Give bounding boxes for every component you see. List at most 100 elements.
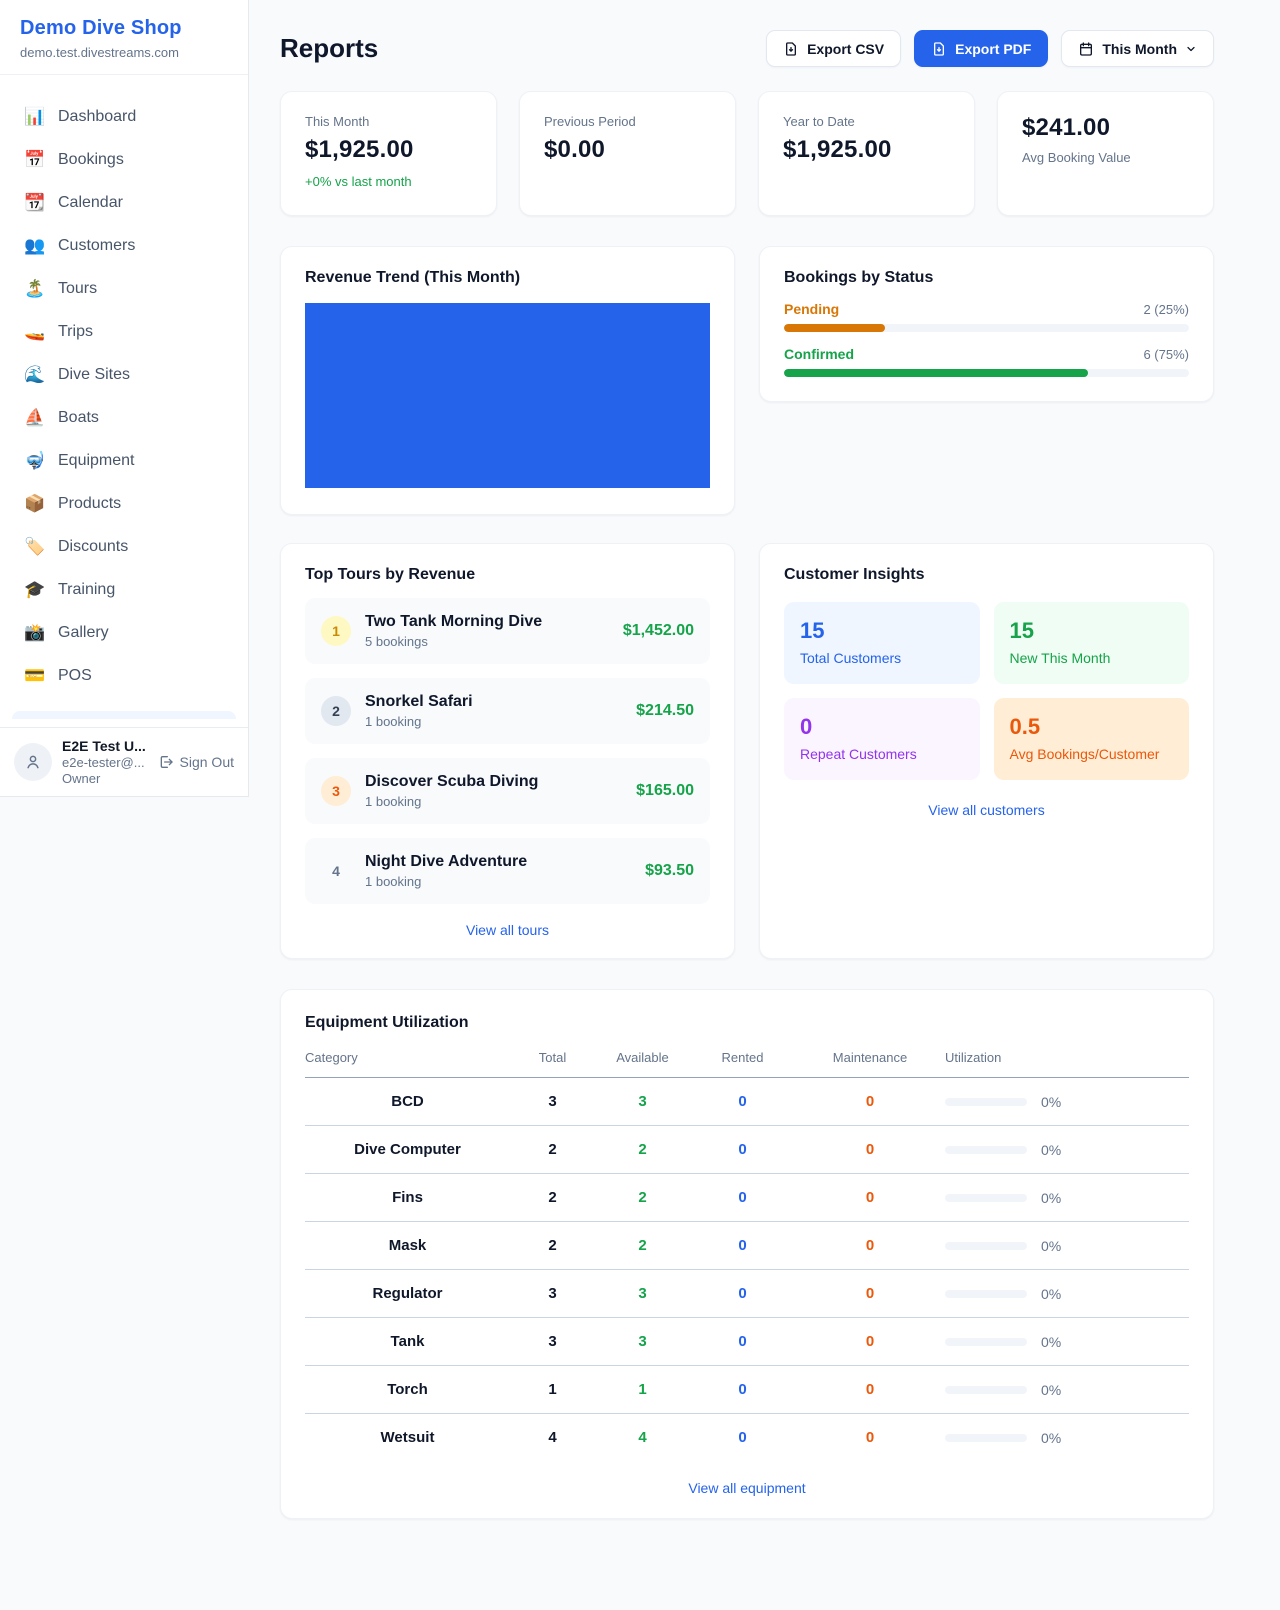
sidebar-item-label: POS [58, 666, 92, 684]
cell-maintenance: 0 [795, 1221, 945, 1270]
sidebar-item-label: Trips [58, 322, 93, 340]
person-icon [27, 755, 39, 769]
progress-track [784, 324, 1189, 332]
sidebar-item-label: Discounts [58, 537, 129, 555]
calendar-icon [1080, 41, 1093, 56]
export-csv-button[interactable]: Export CSV [766, 30, 902, 67]
cell-rented: 0 [690, 1221, 795, 1270]
stat-label: Year to Date [783, 114, 855, 129]
period-dropdown[interactable]: This Month [1061, 30, 1214, 67]
utilization-bar [945, 1289, 1027, 1298]
bookings-by-status-card: Bookings by Status Pending 2 (25%) Confi… [759, 246, 1214, 402]
cell-total: 2 [510, 1125, 595, 1174]
cell-available: 3 [595, 1077, 690, 1126]
utilization-bar [945, 1385, 1027, 1394]
diving-mask-icon: 🤿 [24, 451, 46, 470]
sign-out-label: Sign Out [179, 754, 234, 770]
cell-utilization: 0% [945, 1077, 1189, 1126]
sidebar-item-pos[interactable]: 💳 POS [0, 654, 248, 697]
tour-name: Two Tank Morning Dive [365, 613, 543, 630]
cell-available: 3 [595, 1269, 690, 1318]
sidebar-item-trips[interactable]: 🚤 Trips [0, 310, 248, 353]
sidebar-item-products[interactable]: 📦 Products [0, 482, 248, 525]
view-all-customers-link[interactable]: View all customers [928, 802, 1045, 818]
user-role: Owner [62, 771, 101, 786]
sidebar-item-label: Tours [58, 279, 98, 297]
table-row: Regulator 3 3 0 0 0% [305, 1269, 1189, 1318]
sidebar-item-customers[interactable]: 👥 Customers [0, 224, 248, 267]
utilization-percent: 0% [1041, 1141, 1062, 1158]
stat-card-year-to-date: Year to Date $1,925.00 [758, 91, 975, 216]
export-pdf-button[interactable]: Export PDF [914, 30, 1049, 67]
insight-label: New This Month [1009, 650, 1111, 666]
cell-total: 4 [548, 1429, 557, 1447]
progress-fill-confirmed [784, 369, 1088, 377]
cell-utilization: 0% [945, 1317, 1189, 1366]
sidebar-item-tours[interactable]: 🏝️ Tours [0, 267, 248, 310]
table-row: Wetsuit 4 4 0 0 0% [305, 1414, 1189, 1462]
user-panel: E2E Test U... e2e-tester@... Owner Sign … [0, 727, 248, 796]
sailboat-icon: ⛵ [24, 408, 46, 427]
tour-revenue: $93.50 [645, 862, 694, 879]
tour-revenue: $1,452.00 [622, 622, 694, 639]
brand-block: Demo Dive Shop demo.test.divestreams.com [0, 0, 248, 75]
view-all-tours-link[interactable]: View all tours [465, 922, 549, 938]
cell-rented: 0 [690, 1269, 795, 1318]
stat-card-this-month: This Month $1,925.00 +0% vs last month [280, 91, 497, 216]
insight-tile-avg-bookings: 0.5 Avg Bookings/Customer [993, 698, 1189, 780]
sidebar-item-training[interactable]: 🎓 Training [0, 568, 248, 611]
tour-name: Snorkel Safari [365, 693, 473, 710]
table-row: Fins 2 2 0 0 0% [305, 1173, 1189, 1222]
cell-utilization: 0% [945, 1125, 1189, 1174]
main-content: Reports Export CSV Export PDF [249, 0, 1280, 1559]
chevron-down-icon [1187, 46, 1195, 51]
column-header-maintenance: Maintenance [795, 1050, 945, 1078]
export-csv-label: Export CSV [807, 40, 885, 57]
cell-category: Tank [305, 1317, 510, 1366]
equipment-utilization-card: Equipment Utilization Category Total Ava… [280, 989, 1214, 1519]
sign-out-button[interactable]: Sign Out [158, 754, 234, 770]
column-header-total: Total [510, 1050, 595, 1078]
tour-row: 2 Snorkel Safari 1 booking $214.50 [305, 678, 710, 744]
sidebar: Demo Dive Shop demo.test.divestreams.com… [0, 0, 249, 797]
utilization-bar [945, 1433, 1027, 1442]
rank-badge: 3 [321, 776, 351, 806]
status-row-confirmed: Confirmed 6 (75%) [784, 346, 1189, 377]
tear-off-calendar-icon: 📆 [24, 193, 46, 212]
cell-rented: 0 [690, 1173, 795, 1222]
sidebar-item-calendar[interactable]: 📆 Calendar [0, 181, 248, 224]
cell-rented: 0 [738, 1429, 747, 1447]
stat-delta: +0% vs last month [305, 174, 412, 189]
top-tours-card: Top Tours by Revenue 1 Two Tank Morning … [280, 543, 735, 959]
insight-tile-total-customers: 15 Total Customers [784, 602, 980, 684]
user-name: E2E Test U... [62, 738, 146, 754]
cell-category: Torch [305, 1365, 510, 1414]
tour-revenue: $214.50 [636, 702, 694, 719]
user-info: E2E Test U... e2e-tester@... Owner [62, 738, 148, 786]
rank-badge: 1 [321, 616, 351, 646]
sidebar-item-reports-active-partial[interactable] [12, 711, 236, 719]
insight-grid: 15 Total Customers 15 New This Month 0 R… [784, 602, 1189, 780]
cell-total: 2 [510, 1221, 595, 1270]
sidebar-item-dashboard[interactable]: 📊 Dashboard [0, 95, 248, 138]
sidebar-item-discounts[interactable]: 🏷️ Discounts [0, 525, 248, 568]
sidebar-item-label: Dashboard [58, 107, 137, 125]
stat-value: $0.00 [544, 136, 606, 163]
cell-utilization: 0% [945, 1414, 1189, 1462]
customer-insights-card: Customer Insights 15 Total Customers 15 … [759, 543, 1214, 959]
sidebar-item-label: Products [58, 494, 122, 512]
sidebar-item-bookings[interactable]: 📅 Bookings [0, 138, 248, 181]
cell-category: Regulator [305, 1269, 510, 1318]
stat-card-avg-booking-value: $241.00 Avg Booking Value [997, 91, 1214, 216]
sidebar-item-equipment[interactable]: 🤿 Equipment [0, 439, 248, 482]
sidebar-item-boats[interactable]: ⛵ Boats [0, 396, 248, 439]
wave-icon: 🌊 [24, 365, 46, 384]
table-header-row: Category Total Available Rented Maintena… [305, 1050, 1189, 1078]
sidebar-item-dive-sites[interactable]: 🌊 Dive Sites [0, 353, 248, 396]
sidebar-item-gallery[interactable]: 📸 Gallery [0, 611, 248, 654]
charts-row: Revenue Trend (This Month) Bookings by S… [280, 246, 1214, 515]
status-label: Confirmed [784, 346, 854, 362]
sidebar-item-label: Dive Sites [58, 365, 131, 383]
view-all-equipment-link[interactable]: View all equipment [688, 1479, 806, 1496]
credit-card-icon: 💳 [24, 666, 46, 685]
